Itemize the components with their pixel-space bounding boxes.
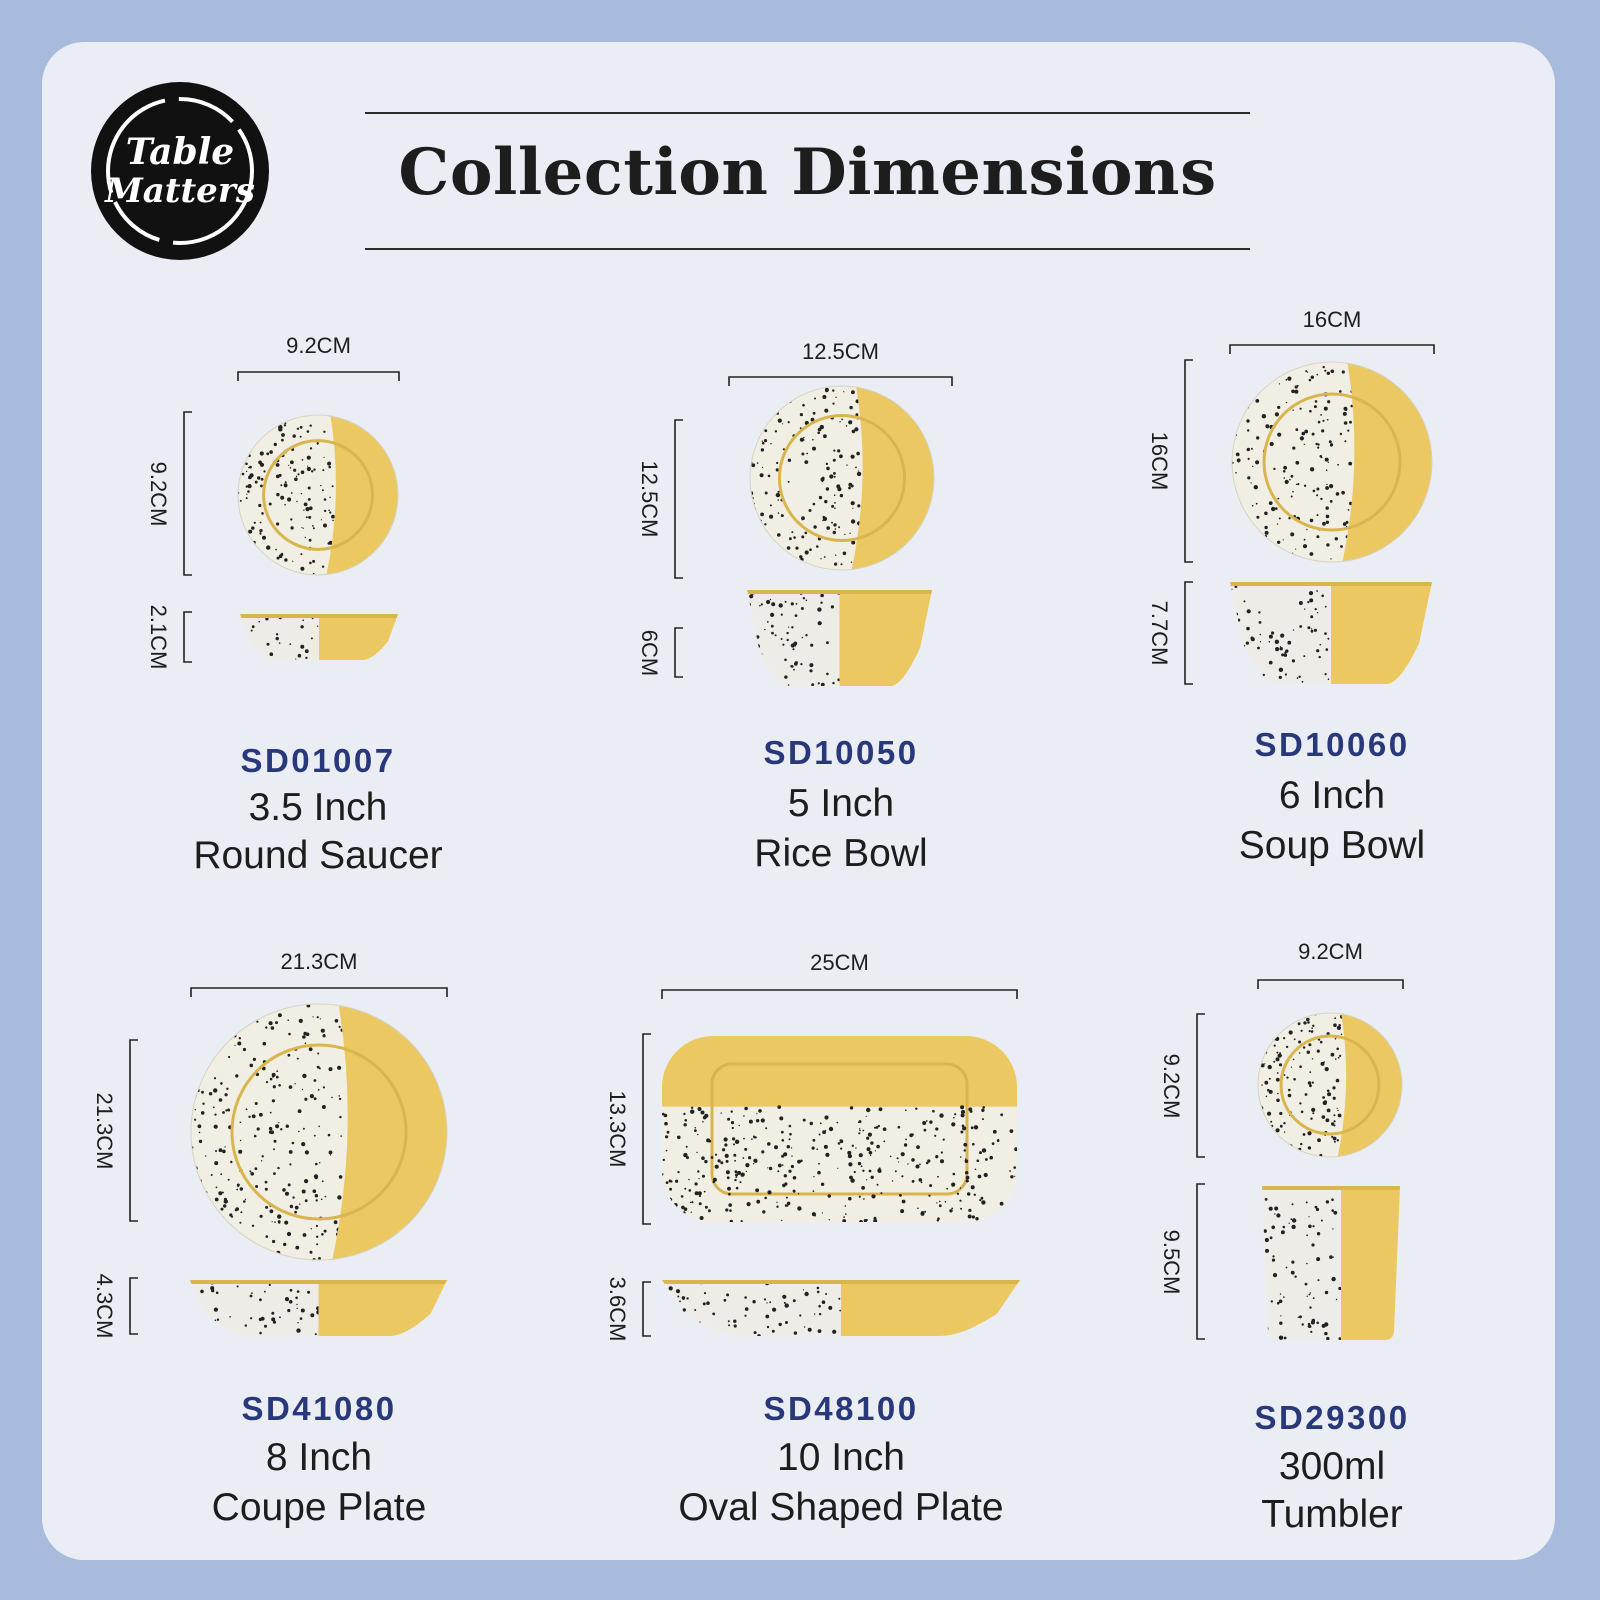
width-label: 9.2CM [1298,939,1363,964]
width-bracket [1229,344,1435,354]
product-name: Coupe Plate [211,1486,427,1529]
width-bracket [728,376,953,386]
depth-bracket [642,1281,651,1337]
product-name: Rice Bowl [754,832,928,875]
width-bracket [661,989,1018,999]
product-sd10050 [674,376,953,686]
product-size: 5 Inch [787,782,895,825]
height-bracket [129,1039,138,1222]
svg-text:Matters: Matters [104,171,255,211]
product-name: Soup Bowl [1238,824,1426,867]
title-rule-top [365,112,1250,114]
depth-bracket [183,611,192,663]
product-size: 300ml [1278,1445,1386,1488]
product-name: Round Saucer [193,834,443,877]
product-name: Tumbler [1261,1493,1403,1536]
product-sd01007 [183,371,400,663]
product-sd48100 [642,989,1020,1337]
side-view [662,1280,1020,1336]
depth-bracket [1184,581,1193,685]
depth-bracket [1196,1183,1205,1340]
product-code: SD10060 [1254,726,1410,763]
product-sd41080 [129,987,448,1336]
depth-label: 9.5CM [1159,1229,1184,1294]
height-label: 9.2CM [146,461,171,526]
product-code: SD01007 [240,742,396,779]
top-view [749,385,935,571]
height-label: 12.5CM [637,460,662,538]
depth-label: 6CM [637,629,662,676]
title-rule-bottom [365,248,1250,250]
product-size: 6 Inch [1278,774,1386,817]
height-bracket [642,1033,651,1225]
product-code: SD48100 [763,1390,919,1427]
top-view [190,1003,448,1261]
height-bracket [674,419,683,579]
product-size: 10 Inch [777,1436,905,1479]
height-bracket [1184,359,1193,563]
product-code: SD10050 [763,734,919,771]
product-size: 8 Inch [265,1436,373,1479]
width-bracket [190,987,448,997]
side-view [240,614,398,660]
top-view [1257,1012,1403,1158]
product-sd10060 [1184,344,1435,685]
width-label: 9.2CM [286,333,351,358]
top-view [1231,361,1433,563]
side-view [747,590,932,686]
depth-label: 2.1CM [146,604,171,670]
width-label: 25CM [810,950,869,975]
side-view [1262,1186,1400,1340]
height-bracket [183,411,192,576]
depth-bracket [674,627,683,678]
height-bracket [1196,1013,1205,1158]
product-code: SD29300 [1254,1399,1410,1436]
width-bracket [1257,979,1404,989]
width-label: 16CM [1302,307,1362,332]
svg-text:Table: Table [126,131,234,173]
table-matters-logo: Table Matters [91,82,269,260]
width-label: 21.3CM [280,949,358,974]
product-sd29300 [1196,979,1404,1340]
top-view [662,1036,1017,1222]
page-title: Collection Dimensions [398,135,1217,210]
side-view [1230,582,1432,684]
depth-label: 4.3CM [92,1273,117,1339]
product-size: 3.5 Inch [248,786,388,829]
height-label: 16CM [1147,431,1172,491]
height-label: 13.3CM [605,1090,630,1168]
top-view [237,414,399,576]
width-bracket [237,371,400,381]
width-label: 12.5CM [801,339,880,364]
depth-label: 7.7CM [1147,600,1172,666]
height-label: 21.3CM [92,1091,117,1170]
product-name: Oval Shaped Plate [678,1486,1004,1529]
depth-label: 3.6CM [605,1276,630,1342]
product-code: SD41080 [241,1390,397,1427]
depth-bracket [129,1277,138,1335]
side-view [190,1280,447,1336]
height-label: 9.2CM [1159,1053,1184,1118]
